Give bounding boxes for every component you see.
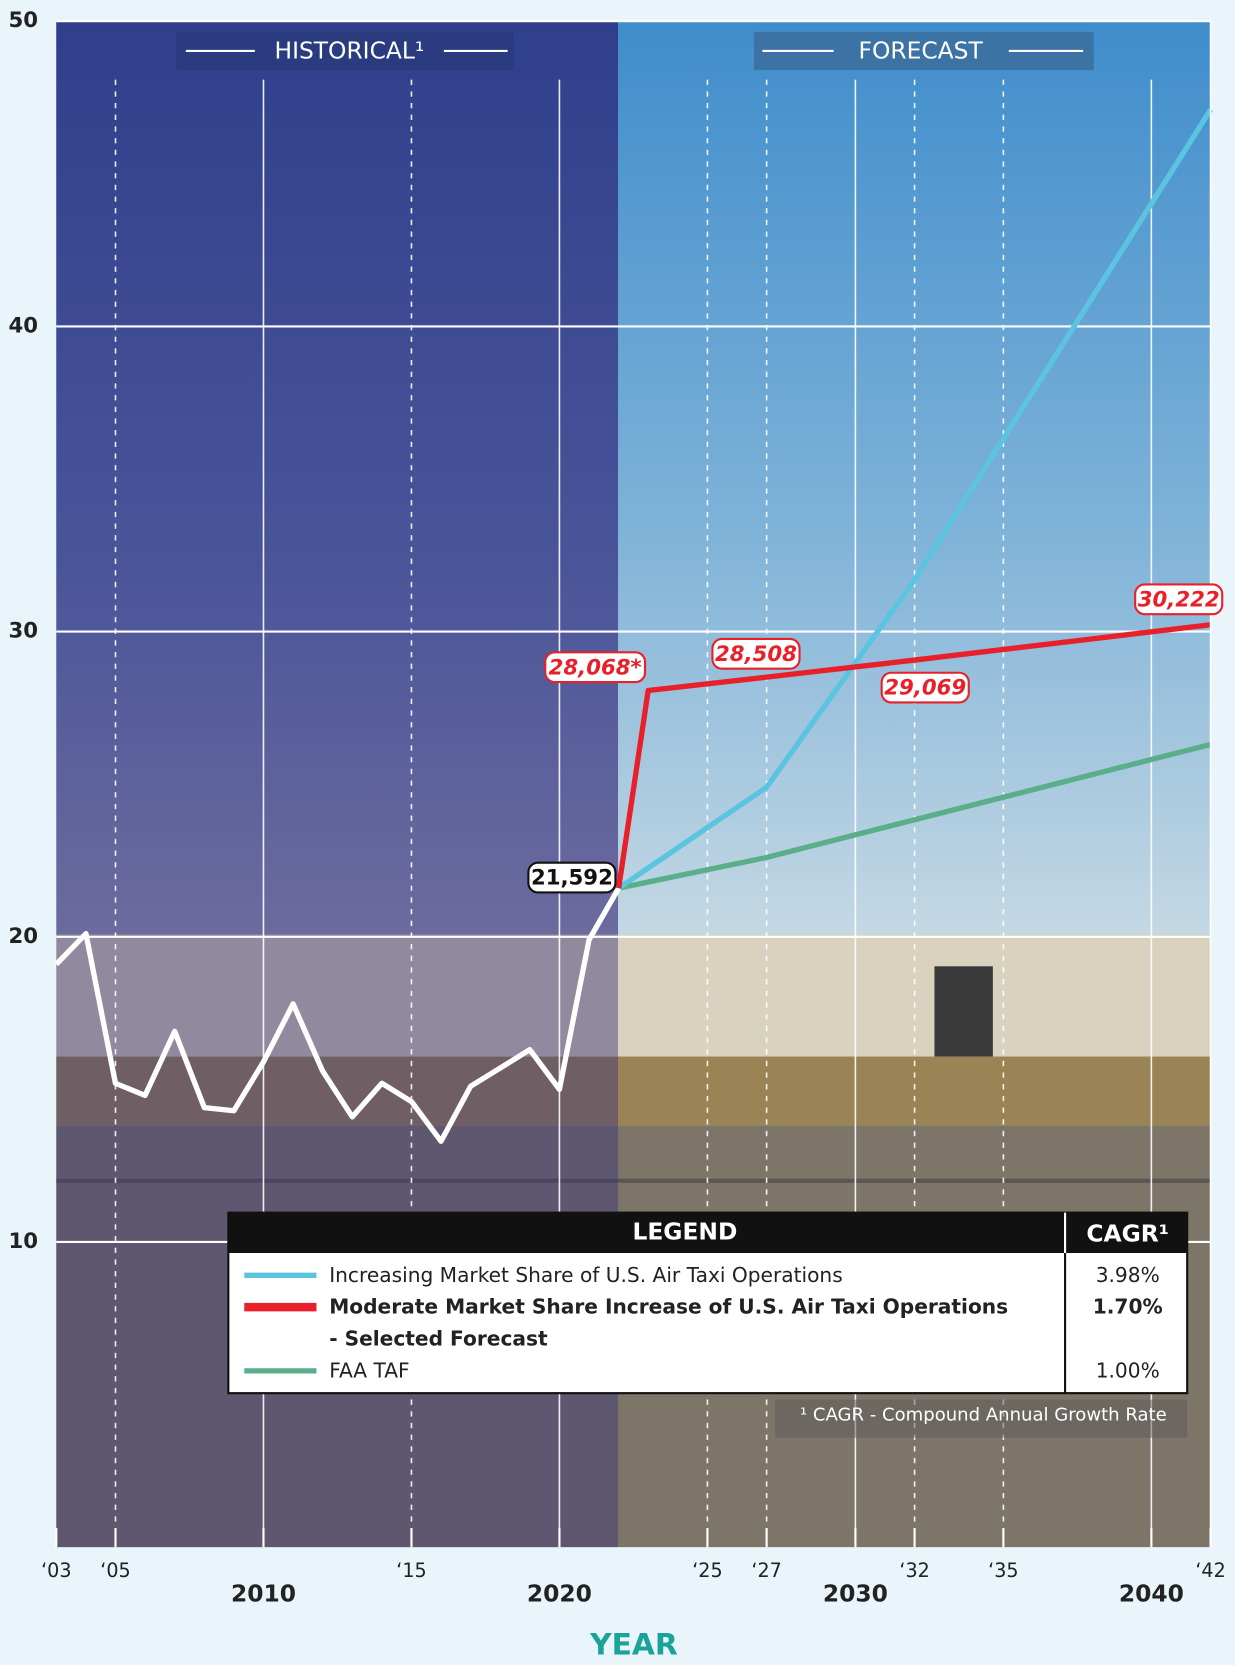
y-tick-label: 20 — [9, 924, 39, 949]
x-tick-label: ‘32 — [899, 1559, 929, 1582]
legend-label: - Selected Forecast — [329, 1327, 548, 1351]
series-line — [618, 741, 1212, 891]
x-tick-label: 2030 — [823, 1579, 888, 1607]
series-line — [54, 886, 621, 1144]
period-label: HISTORICAL¹ — [275, 37, 425, 65]
period-headers: HISTORICAL¹ FORECAST — [176, 31, 1094, 71]
data-label-box — [527, 861, 617, 894]
series-line — [617, 108, 1213, 891]
x-tick-label: 2040 — [1119, 1579, 1184, 1607]
x-tick-label: ‘03 — [41, 1559, 71, 1582]
plot — [54, 108, 1213, 1144]
legend-column: CAGR¹ — [1086, 1219, 1169, 1247]
data-label-box — [711, 637, 801, 670]
y-tick-label: 10 — [9, 1229, 39, 1254]
data-label: 29,069 — [884, 676, 966, 701]
x-tick-label: ‘35 — [988, 1559, 1018, 1582]
data-label: 30,222 — [1138, 587, 1220, 612]
legend-cagr: 1.70% — [1093, 1295, 1163, 1319]
legend-label: FAA TAF — [329, 1358, 409, 1382]
data-labels: 21,592 28,068* 28,508 29,069 30,222 — [527, 583, 1224, 894]
x-axis-title: YEAR — [589, 1627, 678, 1662]
y-tick-label: 50 — [9, 8, 39, 33]
legend-title: LEGEND — [632, 1217, 737, 1245]
legend-footnote: ¹ CAGR - Compound Annual Growth Rate — [800, 1404, 1167, 1425]
data-label: 28,508 — [715, 642, 797, 667]
data-label-box — [544, 651, 647, 684]
x-tick-label: ‘25 — [692, 1559, 722, 1582]
period-label: FORECAST — [859, 37, 984, 65]
legend-cagr: 3.98% — [1096, 1263, 1160, 1287]
data-label: 21,592 — [531, 866, 613, 891]
legend-label: Increasing Market Share of U.S. Air Taxi… — [329, 1263, 842, 1287]
x-tick-label: ‘42 — [1195, 1559, 1225, 1582]
x-tick-label: ‘05 — [100, 1559, 130, 1582]
x-tick-label: ‘15 — [396, 1559, 426, 1582]
x-tick-label: ‘27 — [751, 1559, 781, 1582]
legend-label: Moderate Market Share Increase of U.S. A… — [329, 1295, 1008, 1319]
x-tick-label: 2010 — [231, 1579, 296, 1607]
data-label-box — [1134, 583, 1224, 616]
legend-cagr: 1.00% — [1096, 1358, 1160, 1382]
series-line — [616, 622, 1211, 889]
data-label-box — [880, 671, 970, 704]
y-tick-label: 30 — [9, 619, 39, 644]
data-label: 28,068* — [549, 655, 642, 680]
x-tick-label: 2020 — [527, 1579, 592, 1607]
legend: LEGEND CAGR¹ ¹ CAGR - Compound Annual Gr… — [227, 1211, 1189, 1438]
y-tick-label: 40 — [9, 313, 39, 338]
